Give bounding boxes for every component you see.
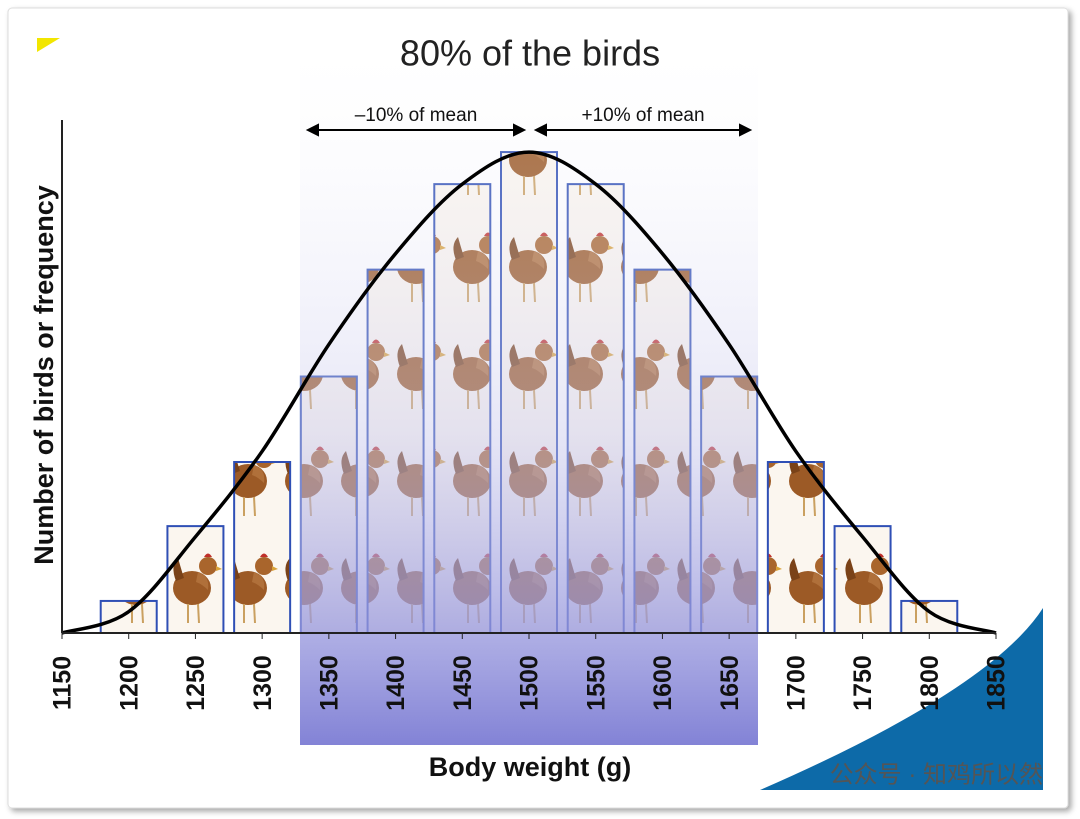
- x-tick-label: 1600: [649, 655, 677, 711]
- bar: [766, 461, 825, 634]
- curve: [61, 150, 997, 635]
- chart-title: 80% of the birds: [400, 33, 660, 74]
- x-tick-label: 1450: [449, 655, 477, 711]
- bar: [833, 525, 892, 634]
- x-axis-label: Body weight (g): [429, 752, 631, 782]
- x-tick-label: 1400: [382, 655, 410, 711]
- x-tick-label: 1550: [582, 655, 610, 711]
- x-tick-label: 1300: [249, 655, 277, 711]
- x-tick-label: 1800: [916, 655, 944, 711]
- x-tick-label: 1150: [49, 656, 77, 710]
- x-tick-label: 1500: [516, 655, 544, 711]
- x-tick-label: 1350: [315, 655, 343, 711]
- x-tick-label: 1850: [983, 655, 1011, 711]
- x-tick-label: 1650: [716, 655, 744, 711]
- annotation: +10% of mean: [581, 105, 704, 126]
- bar: [233, 461, 292, 634]
- y-axis-label: Number of birds or frequency: [29, 185, 59, 565]
- bar: [900, 599, 959, 634]
- x-tick-label: 1750: [849, 655, 877, 711]
- x-tick-label: 1250: [182, 655, 210, 711]
- watermark: 公众号 · 知鸡所以然: [830, 761, 1043, 788]
- x-tick-label: 1700: [782, 655, 810, 711]
- corner-shape: [760, 608, 1043, 790]
- corner-mark: [37, 38, 60, 52]
- bar: [99, 599, 158, 634]
- arrows: [305, 123, 753, 137]
- highlight-band: [300, 50, 758, 745]
- annotation: –10% of mean: [355, 105, 478, 126]
- x-tick-label: 1200: [115, 655, 143, 711]
- bar: [166, 525, 225, 634]
